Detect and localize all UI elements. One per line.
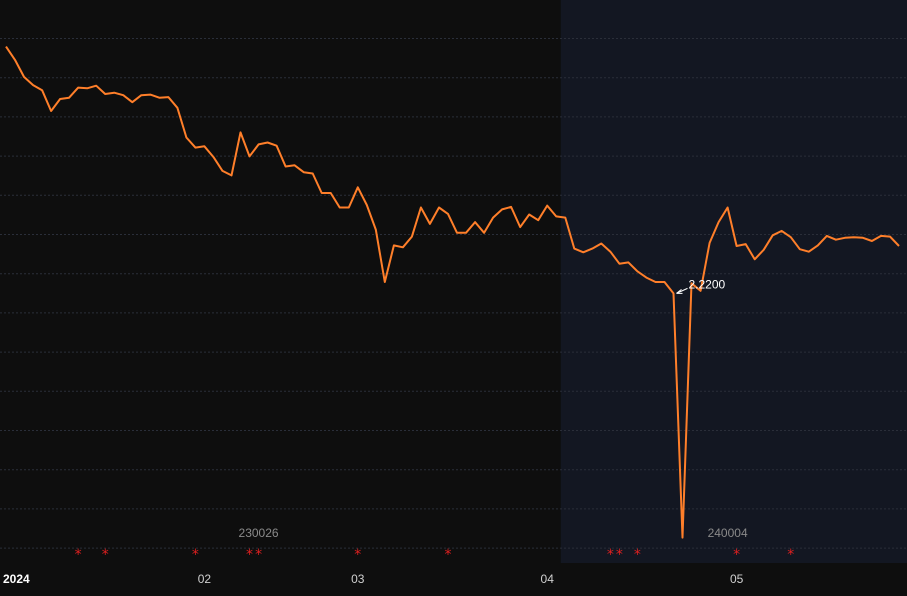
series-line[interactable] [5, 46, 900, 539]
min-arrow-head [676, 288, 683, 294]
x-axis: 2024 02 03 04 05 [3, 572, 744, 586]
x-tick-label: 04 [541, 572, 555, 586]
x-tick-label: 03 [351, 572, 365, 586]
event-marker: * [733, 547, 740, 563]
x-tick-label: 2024 [3, 572, 30, 586]
event-markers: * * * * * * * * * * * * [75, 547, 795, 563]
event-marker: * [102, 547, 109, 563]
event-marker: * [607, 547, 614, 563]
event-marker: * [354, 547, 361, 563]
event-marker: * [634, 547, 641, 563]
event-marker: * [75, 547, 82, 563]
event-marker: * [787, 547, 794, 563]
contract-label: 240004 [708, 526, 748, 540]
event-marker: * [192, 547, 199, 563]
x-tick-label: 02 [198, 572, 212, 586]
min-value-label: 2.2200 [688, 277, 725, 291]
contract-label: 230026 [239, 526, 279, 540]
contract-labels: 230026 240004 [239, 526, 748, 540]
horizontal-gridlines [0, 38, 907, 549]
event-marker: * [246, 547, 253, 563]
min-annotation: 2.2200 [676, 277, 726, 294]
highlight-region [560, 0, 907, 563]
event-marker: * [255, 547, 262, 563]
x-tick-label: 05 [730, 572, 744, 586]
event-marker: * [444, 547, 451, 563]
event-marker: * [616, 547, 623, 563]
